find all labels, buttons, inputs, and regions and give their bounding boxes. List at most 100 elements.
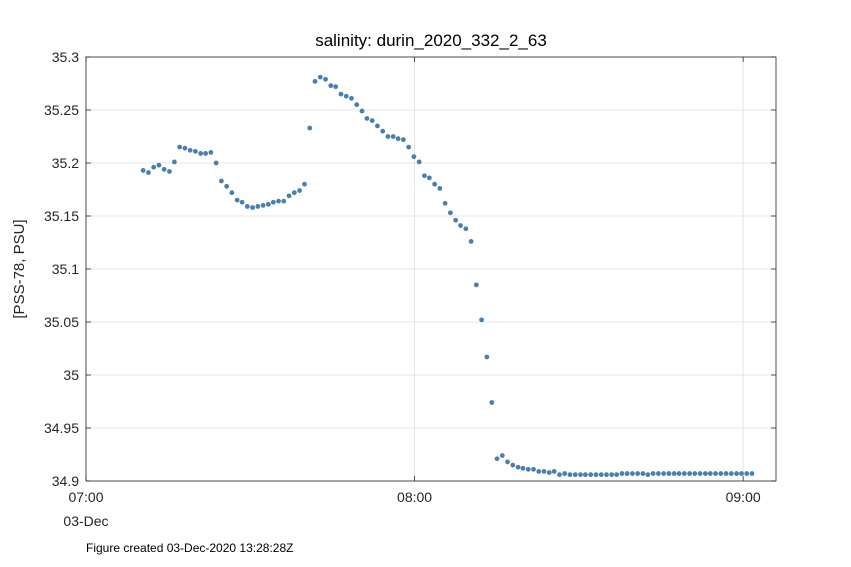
- data-point: [307, 125, 313, 131]
- data-point: [718, 471, 724, 476]
- data-point: [520, 465, 526, 471]
- data-points: [140, 74, 755, 478]
- data-point: [624, 471, 630, 476]
- x-axis-date-label: 03-Dec: [63, 513, 108, 529]
- data-point: [302, 181, 307, 187]
- data-point: [270, 199, 276, 205]
- data-point: [442, 200, 448, 206]
- data-point: [395, 136, 401, 142]
- data-point: [343, 93, 349, 99]
- data-point: [218, 178, 224, 184]
- data-point: [479, 317, 484, 323]
- data-point: [426, 175, 432, 181]
- y-axis-label: [PSS-78, PSU]: [11, 219, 28, 318]
- data-point: [390, 134, 396, 139]
- data-point: [588, 472, 594, 478]
- data-point: [291, 190, 297, 196]
- data-point: [645, 472, 651, 478]
- data-point: [453, 217, 459, 223]
- data-point: [406, 144, 412, 150]
- data-point: [494, 456, 500, 462]
- data-point: [536, 469, 542, 474]
- data-point: [244, 204, 250, 209]
- y-tick-label: 35.2: [52, 155, 79, 171]
- data-point: [255, 204, 261, 209]
- data-point: [140, 168, 146, 173]
- data-point: [681, 471, 687, 476]
- data-point: [359, 108, 365, 114]
- data-point: [156, 162, 162, 168]
- data-point: [333, 84, 339, 90]
- data-point: [697, 471, 703, 476]
- data-point: [171, 159, 177, 165]
- data-point: [541, 469, 547, 474]
- data-point: [328, 83, 334, 89]
- data-point: [489, 400, 495, 405]
- data-point: [619, 471, 625, 476]
- data-point: [510, 462, 516, 468]
- data-point: [655, 471, 661, 476]
- data-point: [297, 188, 302, 193]
- data-point: [447, 210, 453, 216]
- data-point: [250, 205, 255, 210]
- data-point: [572, 472, 578, 478]
- data-point: [739, 471, 744, 476]
- data-point: [281, 198, 287, 204]
- data-point: [323, 76, 328, 82]
- data-point: [276, 198, 281, 204]
- data-point: [354, 102, 360, 108]
- data-point: [728, 471, 734, 476]
- data-point: [630, 471, 635, 476]
- y-tick-label: 35.1: [52, 261, 79, 277]
- data-point: [422, 173, 427, 179]
- data-point: [604, 472, 609, 478]
- data-point: [375, 123, 380, 129]
- data-point: [505, 459, 510, 465]
- data-point: [551, 469, 557, 474]
- data-point: [312, 78, 318, 84]
- data-point: [723, 471, 729, 476]
- data-point: [593, 472, 599, 478]
- data-point: [734, 471, 739, 476]
- data-point: [749, 471, 755, 476]
- data-point: [416, 159, 422, 165]
- data-point: [609, 472, 615, 478]
- data-point: [437, 186, 443, 191]
- data-point: [515, 464, 521, 470]
- axis-ticks: 07:00 08:00 09:00 34.9 34.95 35 35.05 35.1 35.15…: [44, 49, 776, 505]
- data-point: [702, 471, 708, 476]
- data-point: [598, 472, 604, 478]
- chart-title: salinity: durin_2020_332_2_63: [315, 31, 547, 50]
- y-tick-label: 35: [63, 367, 79, 383]
- data-point: [167, 169, 172, 174]
- data-point: [458, 223, 463, 228]
- data-point: [213, 160, 219, 166]
- data-point: [349, 95, 354, 101]
- data-point: [583, 472, 588, 478]
- data-point: [525, 466, 531, 472]
- data-point: [557, 472, 562, 478]
- data-point: [484, 354, 490, 360]
- data-point: [265, 201, 271, 207]
- data-point: [198, 151, 204, 156]
- data-point: [707, 471, 713, 476]
- data-point: [338, 91, 344, 97]
- data-point: [161, 166, 167, 172]
- data-point: [713, 471, 718, 476]
- data-point: [369, 118, 375, 123]
- data-point: [671, 471, 677, 476]
- data-point: [234, 197, 240, 203]
- data-point: [614, 472, 620, 478]
- data-point: [531, 466, 536, 472]
- data-point: [286, 193, 292, 199]
- data-point: [146, 170, 151, 175]
- data-point: [364, 116, 370, 121]
- data-point: [692, 471, 698, 476]
- y-tick-label: 35.05: [44, 314, 79, 330]
- data-point: [676, 471, 682, 476]
- data-point: [177, 144, 183, 150]
- data-point: [432, 181, 438, 187]
- y-tick-label: 34.9: [52, 473, 79, 489]
- x-tick-label: 09:00: [726, 489, 761, 505]
